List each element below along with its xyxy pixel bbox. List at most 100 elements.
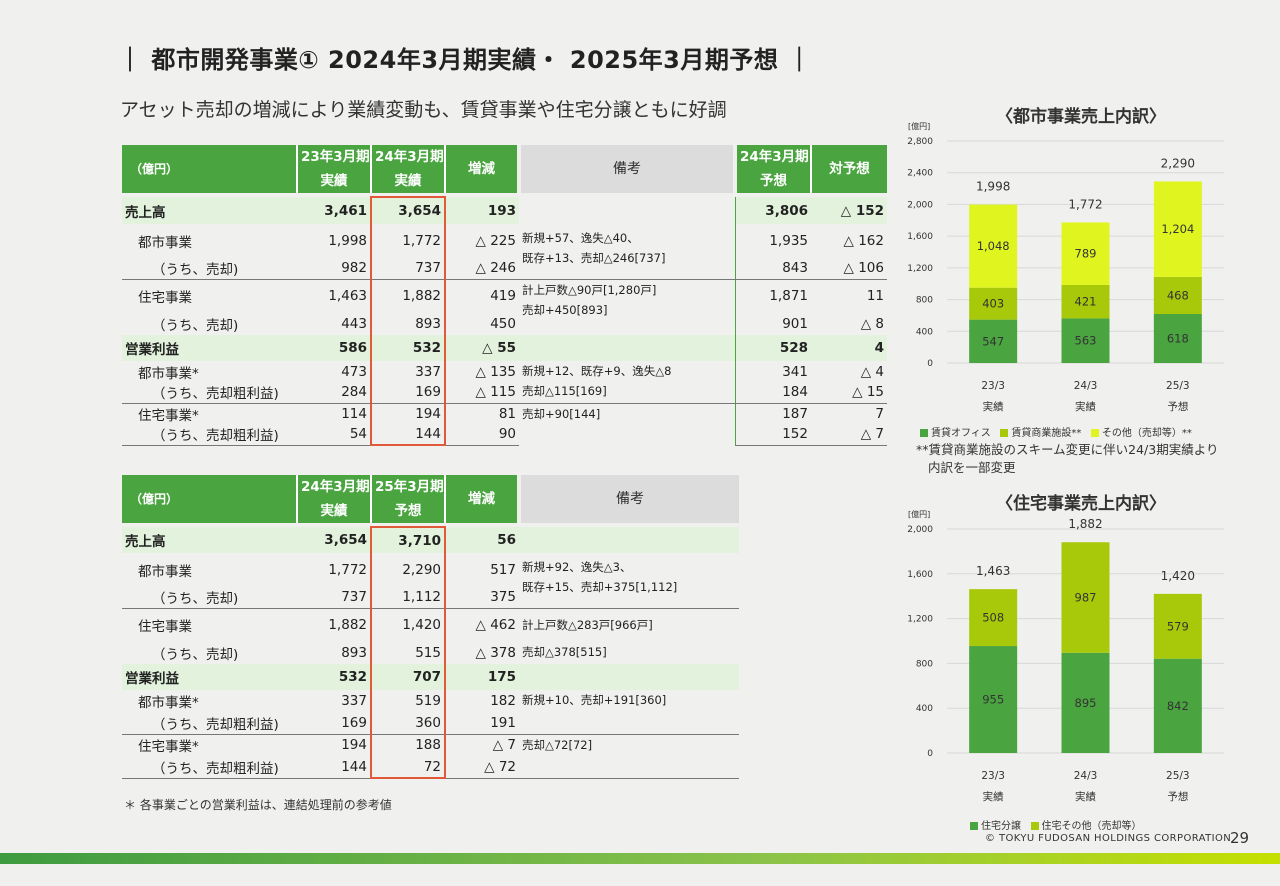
cell-value: 341: [734, 361, 811, 382]
legend-label: 賃貸オフィス: [931, 428, 991, 439]
total-label: 1,420: [1161, 569, 1195, 583]
cell-value: △ 7: [811, 424, 887, 446]
data-label: 508: [982, 611, 1004, 625]
legend-label: その他（売却等）**: [1101, 428, 1192, 439]
cell-value: 586: [297, 335, 371, 361]
row-label: 住宅事業*: [138, 407, 199, 424]
cell-value: △ 115: [445, 382, 519, 404]
cell-value: 188: [370, 734, 446, 756]
row-label: 都市事業: [138, 563, 192, 580]
col-subheader-actual: 実績: [370, 169, 445, 193]
chart-note: **賃貸商業施設のスキーム変更に伴い24/3期実績より 内訳を一部変更: [916, 441, 1218, 477]
note-text: 既存+15、売却+375[1,112]: [522, 580, 678, 594]
note-text: 売却△115[169]: [522, 384, 607, 398]
note-text: 既存+13、売却△246[737]: [522, 251, 666, 265]
cell-value: 152: [734, 424, 811, 446]
row-label: 営業利益: [122, 664, 297, 690]
cell-value: 337: [341, 693, 367, 709]
cell-value: △ 55: [445, 335, 519, 361]
housing-sales-chart: [億円] 0 400 800 1,200 1,600 2,000 955 508 1,463 23/…: [907, 509, 1224, 803]
data-label: 579: [1167, 619, 1189, 633]
cell-value: 114: [341, 405, 367, 422]
total-label: 1,463: [976, 564, 1010, 578]
col-header-notes: 備考: [517, 145, 737, 193]
note-text: 売却+450[893]: [522, 302, 608, 317]
cell-value: 1,772: [328, 561, 367, 578]
unit-label: （億円）: [122, 145, 297, 193]
note-text: 新規+12、既存+9、逸失△8: [522, 364, 672, 378]
cell-value: 81: [498, 405, 516, 422]
cell-value: 517: [490, 561, 516, 578]
cell-value: 7: [875, 405, 884, 422]
legend-label: 住宅その他（売却等）: [1041, 821, 1142, 832]
row-label: 営業利益: [122, 335, 297, 361]
cell-value: △ 378: [475, 645, 516, 661]
cell-value: 4: [811, 335, 887, 361]
bar-segment: [1061, 222, 1110, 285]
y-tick-label: 1,200: [907, 615, 933, 625]
chart-note-line: 内訳を一部変更: [928, 460, 1016, 475]
cell-value: 54: [297, 424, 371, 446]
row-label: （うち、売却粗利益): [122, 712, 297, 735]
y-tick-label: 800: [916, 659, 933, 669]
cell-value: △ 162: [843, 232, 884, 249]
cell-value: 169: [370, 382, 446, 404]
cell-value: 528: [734, 335, 811, 361]
cell-value: 443: [341, 316, 367, 332]
cell-value: 532: [370, 335, 446, 361]
bar-segment: [1153, 658, 1202, 753]
col-header-vs-forecast: 対予想: [810, 145, 887, 193]
bar-segment: [1153, 593, 1202, 659]
x-tick-label: 24/3: [1074, 380, 1098, 392]
row-label: 売上高: [122, 527, 297, 553]
bar-segment: [969, 589, 1018, 647]
col-header-change: 増減: [444, 145, 519, 193]
cell-value: △ 8: [860, 316, 884, 332]
cell-value: △ 135: [475, 363, 516, 380]
legend-label: 住宅分譲: [981, 821, 1021, 832]
y-tick-label: 1,200: [907, 264, 933, 274]
data-label: 842: [1167, 699, 1189, 713]
cell-value: 3,654: [297, 527, 371, 553]
row-label: （うち、売却粗利益): [122, 382, 297, 404]
results-table-fy2024: （億円） 23年3月期 24年3月期 増減 備考 24年3月期 対予想 実績 実…: [122, 145, 887, 446]
data-label: 987: [1075, 590, 1097, 604]
y-tick-label: 0: [927, 749, 933, 759]
cell-value: △ 106: [811, 257, 887, 280]
row-label: 住宅事業*: [138, 739, 199, 756]
cell-value: 169: [297, 712, 371, 735]
cell-value: △ 152: [811, 197, 887, 224]
data-label: 895: [1075, 696, 1097, 710]
cell-value: 1,463: [328, 288, 367, 305]
cell-value: 184: [734, 382, 811, 404]
y-tick-label: 1,600: [907, 232, 933, 242]
cell-value: 515: [370, 642, 446, 664]
cell-value: 893: [341, 645, 367, 661]
cell-value: 532: [297, 664, 371, 690]
cell-value: 3,461: [297, 197, 371, 224]
bar-segment: [1061, 652, 1110, 753]
footer-bar: [0, 853, 1280, 864]
page-subtitle: アセット売却の増減により業績変動も、賃貸事業や住宅分譲ともに好調: [120, 99, 727, 121]
bar-segment: [1061, 284, 1110, 319]
x-tick-label: 23/3: [981, 770, 1005, 782]
y-tick-label: 0: [927, 359, 933, 369]
total-label: 1,772: [1068, 197, 1102, 211]
cell-value: 182: [490, 693, 516, 709]
col-header-fy24-forecast: 24年3月期: [734, 145, 811, 169]
cell-value: 144: [370, 424, 446, 446]
data-label: 1,204: [1161, 222, 1194, 236]
data-label: 618: [1167, 332, 1189, 346]
x-sub-label: 予想: [1167, 790, 1188, 803]
cell-value: 1,420: [370, 608, 446, 642]
y-tick-label: 2,400: [907, 169, 933, 179]
data-label: 547: [982, 334, 1004, 348]
legend-swatch: [1000, 429, 1009, 437]
y-tick-label: 2,000: [907, 525, 933, 535]
cell-value: 375: [445, 586, 519, 609]
y-tick-label: 400: [916, 704, 933, 714]
footnote: ＊ 各事業ごとの営業利益は、連結処理前の参考値: [124, 798, 392, 812]
cell-value: △ 246: [445, 257, 519, 280]
cell-value: 175: [445, 664, 519, 690]
forecast-table-fy2025: （億円） 24年3月期 25年3月期 増減 備考 実績 予想 売上高 3,654…: [122, 475, 739, 779]
